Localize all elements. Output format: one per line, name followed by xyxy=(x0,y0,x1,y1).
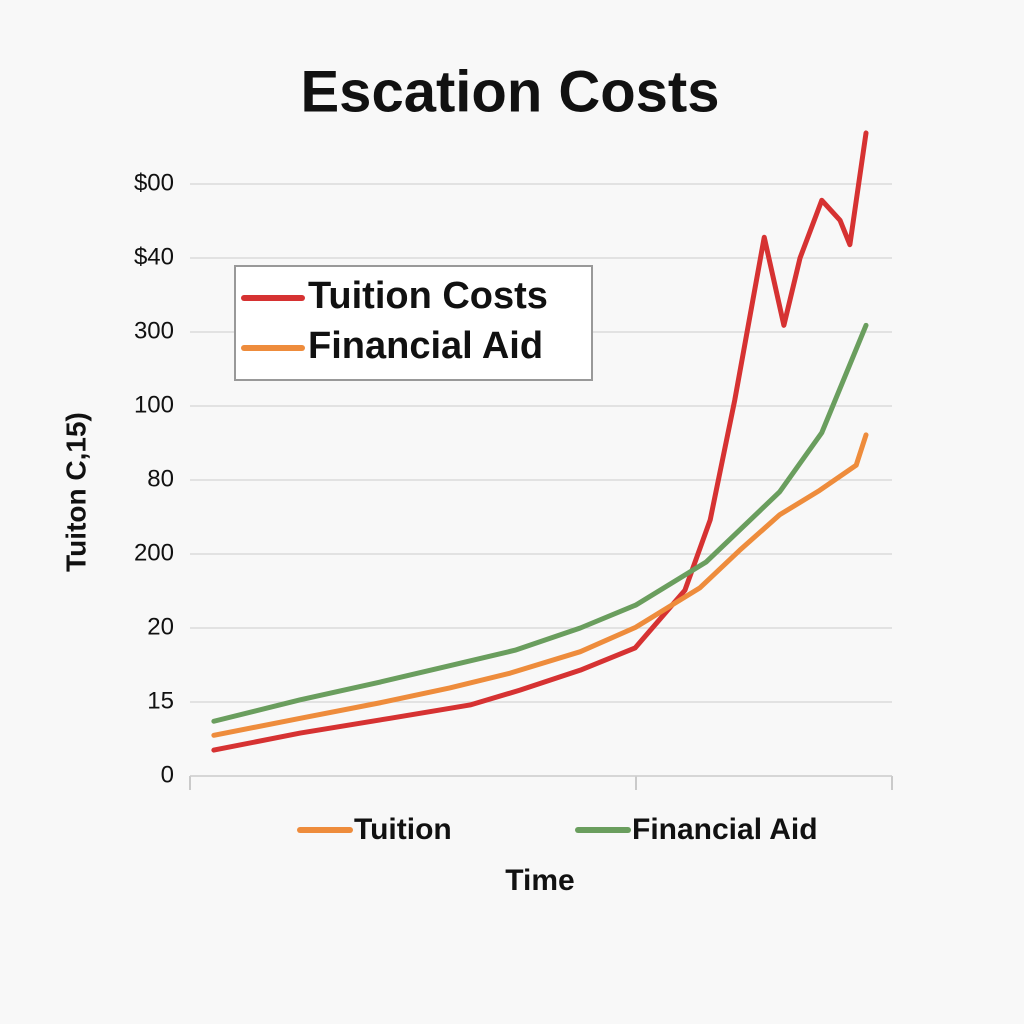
legend-label: Tuition xyxy=(354,813,452,846)
y-tick-label: $00 xyxy=(134,169,174,196)
y-tick-label: 100 xyxy=(134,391,174,418)
y-tick-label: 20 xyxy=(147,613,174,640)
y-tick-label: 200 xyxy=(134,539,174,566)
y-tick-label: $40 xyxy=(134,243,174,270)
chart-title: Escation Costs xyxy=(301,59,720,124)
line-series xyxy=(211,432,869,738)
y-tick-label: 80 xyxy=(147,465,174,492)
line-series xyxy=(211,130,869,753)
y-tick-label: 15 xyxy=(147,687,174,714)
grid: 0 15 20 200 80 100 300 $40 $00 xyxy=(134,169,892,788)
legend-label: Financial Aid xyxy=(308,325,543,367)
legend-label: Tuition Costs xyxy=(308,275,548,317)
legend: Tuition Financial Aid xyxy=(297,813,818,846)
x-axis-label: Time xyxy=(505,864,574,897)
y-axis-label: Tuiton C,15) xyxy=(60,412,91,572)
y-tick-label: 0 xyxy=(161,761,174,788)
legend-label: Financial Aid xyxy=(632,813,818,846)
line-series xyxy=(211,322,869,724)
plot-lines xyxy=(211,130,869,753)
inset-legend-box xyxy=(234,265,593,381)
inset-legend: Tuition Costs Financial Aid xyxy=(241,275,548,367)
y-tick-label: 300 xyxy=(134,317,174,344)
